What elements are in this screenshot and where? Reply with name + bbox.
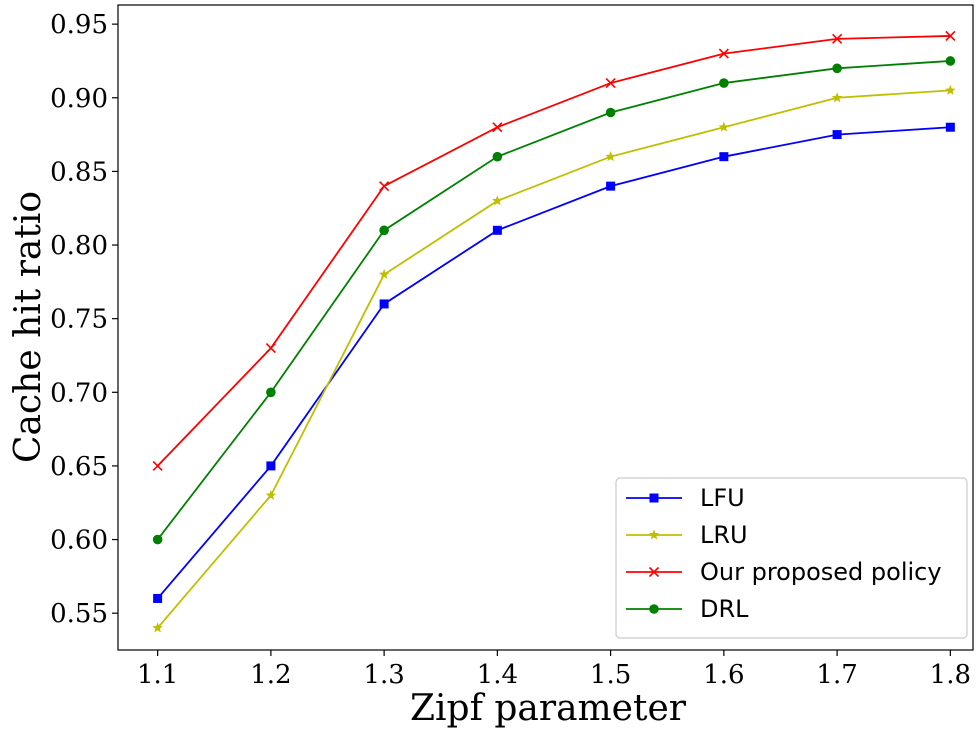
plot-frame bbox=[117, 4, 974, 651]
legend-swatch-marker bbox=[649, 493, 659, 503]
x-tick-label: 1.2 bbox=[250, 660, 291, 690]
x-tick-label: 1.4 bbox=[477, 660, 518, 690]
data-point-our-proposed-policy bbox=[265, 343, 276, 354]
data-point-lru bbox=[945, 84, 956, 95]
legend-swatch-marker bbox=[648, 529, 660, 540]
data-point-lru bbox=[378, 268, 390, 279]
y-tick-label: 0.65 bbox=[50, 452, 108, 482]
data-point-lfu bbox=[379, 299, 389, 309]
legend-item-lfu: LFU bbox=[626, 484, 745, 512]
data-point-lfu bbox=[945, 122, 955, 132]
data-point-our-proposed-policy bbox=[945, 30, 956, 41]
legend-swatch-marker bbox=[649, 604, 659, 614]
legend: LFU LRU Our proposed policy DRL bbox=[615, 477, 968, 639]
legend-label: DRL bbox=[700, 595, 749, 623]
data-point-lru bbox=[605, 151, 616, 162]
data-point-lfu bbox=[606, 181, 616, 191]
series-layer bbox=[152, 30, 956, 633]
series-line-drl bbox=[156, 60, 951, 541]
y-tick-label: 0.75 bbox=[50, 305, 108, 335]
data-point-drl bbox=[605, 107, 616, 118]
y-tick-label: 0.55 bbox=[50, 599, 108, 629]
series-line-our-proposed-policy bbox=[156, 35, 951, 467]
x-tick-label: 1.5 bbox=[590, 660, 631, 690]
y-axis-title: Cache hit ratio bbox=[8, 191, 49, 463]
data-point-drl bbox=[152, 534, 163, 545]
x-tick-label: 1.7 bbox=[816, 660, 857, 690]
plot-area bbox=[117, 4, 974, 651]
data-point-our-proposed-policy bbox=[832, 33, 843, 44]
data-point-lfu bbox=[492, 225, 502, 235]
data-point-drl bbox=[719, 78, 729, 88]
series-lfu bbox=[153, 122, 955, 603]
y-tick-label: 0.90 bbox=[50, 84, 108, 114]
data-point-lfu bbox=[153, 593, 163, 603]
legend-item-drl: DRL bbox=[626, 595, 749, 623]
series-our-proposed-policy bbox=[152, 30, 956, 471]
data-point-lru bbox=[152, 622, 163, 633]
data-point-drl bbox=[832, 63, 842, 74]
legend-item-lru: LRU bbox=[626, 521, 748, 549]
series-line-lfu bbox=[156, 126, 951, 600]
x-tick-label: 1.8 bbox=[930, 660, 971, 690]
x-tick-label: 1.6 bbox=[703, 660, 744, 690]
data-point-drl bbox=[379, 225, 389, 236]
x-tick-label: 1.3 bbox=[363, 660, 404, 690]
data-point-our-proposed-policy bbox=[605, 77, 616, 89]
data-point-drl bbox=[945, 56, 956, 66]
data-point-lru bbox=[718, 121, 730, 132]
data-point-lru bbox=[265, 489, 277, 500]
y-tick-label: 0.80 bbox=[50, 231, 108, 261]
data-point-lfu bbox=[266, 461, 276, 471]
data-point-lfu bbox=[832, 130, 842, 140]
y-tick-label: 0.95 bbox=[50, 10, 108, 40]
legend-box bbox=[615, 477, 968, 639]
data-point-drl bbox=[492, 151, 503, 162]
legend-item-our-proposed-policy: Our proposed policy bbox=[626, 558, 942, 586]
data-point-drl bbox=[266, 387, 276, 398]
series-lru bbox=[152, 84, 956, 633]
series-line-lru bbox=[156, 89, 951, 629]
data-point-our-proposed-policy bbox=[152, 460, 163, 471]
data-point-lru bbox=[831, 92, 843, 103]
y-tick-label: 0.60 bbox=[50, 526, 108, 556]
data-point-our-proposed-policy bbox=[492, 122, 503, 133]
x-tick-label: 1.1 bbox=[137, 660, 178, 690]
legend-label: LRU bbox=[700, 521, 748, 549]
data-point-lru bbox=[492, 195, 503, 206]
legend-label: LFU bbox=[700, 484, 745, 512]
x-axis-title: Zipf parameter bbox=[410, 688, 687, 729]
axes-layer: 1.1 1.2 1.3 1.4 1.5 1.6 1.7 1.8 0.55 0.60 0.65 0.70… bbox=[50, 10, 971, 690]
data-point-lfu bbox=[719, 152, 729, 162]
data-point-our-proposed-policy bbox=[718, 48, 729, 59]
series-drl bbox=[152, 56, 956, 545]
y-tick-label: 0.85 bbox=[50, 157, 108, 187]
legend-label: Our proposed policy bbox=[700, 558, 942, 586]
legend-swatch-marker bbox=[648, 566, 660, 578]
y-tick-label: 0.70 bbox=[50, 378, 108, 408]
data-point-our-proposed-policy bbox=[379, 181, 390, 192]
